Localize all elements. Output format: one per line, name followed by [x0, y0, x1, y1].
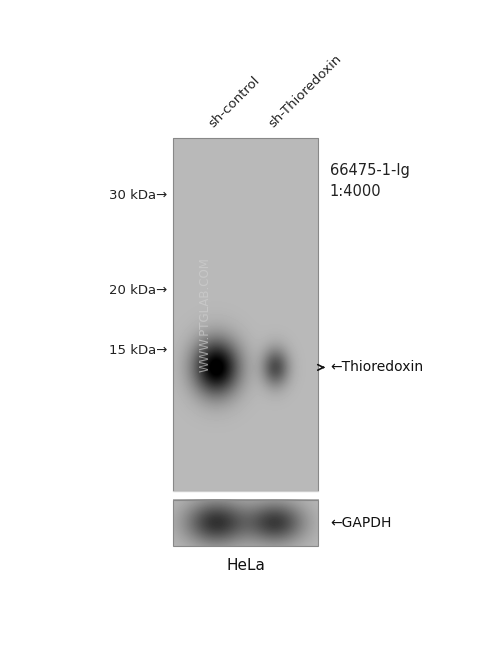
Text: ←GAPDH: ←GAPDH [330, 516, 391, 530]
Text: 20 kDa→: 20 kDa→ [109, 284, 167, 297]
Bar [173, 500, 318, 546]
Text: sh-control: sh-control [206, 74, 263, 131]
Text: 30 kDa→: 30 kDa→ [109, 189, 167, 202]
Text: HeLa: HeLa [226, 558, 265, 573]
Bar [173, 138, 318, 491]
Text: sh-Thioredoxin: sh-Thioredoxin [266, 53, 344, 131]
Text: WWW.PTGLAB.COM: WWW.PTGLAB.COM [198, 257, 211, 372]
Text: 66475-1-Ig
1:4000: 66475-1-Ig 1:4000 [330, 163, 410, 199]
Text: 15 kDa→: 15 kDa→ [109, 344, 167, 358]
Text: ←Thioredoxin: ←Thioredoxin [330, 360, 423, 374]
